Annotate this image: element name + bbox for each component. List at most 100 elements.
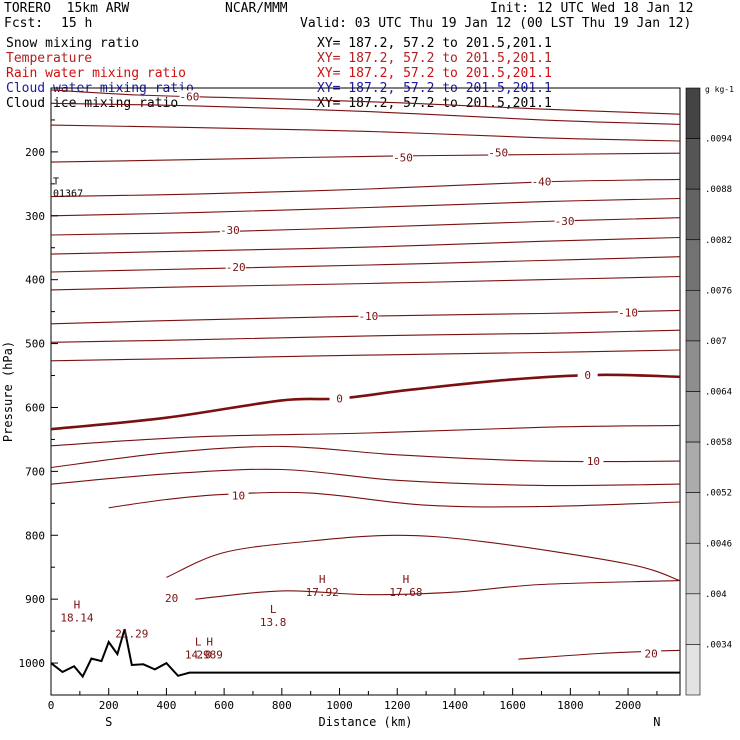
field-xy-rain: XY= 187.2, 57.2 to 201.5,201.1 (317, 66, 552, 81)
extremum-value-1: 17.92 (306, 586, 339, 599)
x-tick-label-6: 1200 (384, 699, 411, 712)
contour-label-15-0: 10 (587, 455, 600, 468)
contour-label-3-0: -50 (393, 152, 413, 165)
colorbar-label-3: .0076 (705, 286, 732, 296)
contour-label-13-0: 0 (336, 393, 343, 406)
contour-label-6-1: -30 (555, 215, 575, 228)
y-tick-label-3: 500 (25, 338, 45, 351)
colorbar-cell-7 (685, 441, 701, 493)
colorbar-unit: g kg-1 (705, 85, 734, 94)
colorbar-cell-4 (685, 290, 701, 342)
field-name-snow: Snow mixing ratio (6, 36, 140, 51)
colorbar-cell-8 (685, 492, 701, 544)
y-tick-label-4: 600 (25, 401, 45, 414)
extremum-value-0: 18.14 (60, 612, 93, 625)
colorbar-cell-0 (685, 87, 701, 139)
contour-label-0-0: -60 (180, 90, 200, 103)
field-xy-snow: XY= 187.2, 57.2 to 201.5,201.1 (317, 36, 552, 51)
extremum-marker-1: H (319, 573, 326, 586)
center-name: NCAR/MMM (225, 1, 288, 16)
extremum-value-4: 14.0 (185, 649, 212, 662)
colorbar-label-7: .0052 (705, 489, 732, 499)
temperature-contour-1 (50, 102, 681, 125)
temperature-contour-14 (50, 424, 681, 447)
colorbar-label-8: .0046 (705, 539, 732, 549)
x-tick-label-4: 800 (272, 699, 292, 712)
temperature-contour-13 (50, 373, 681, 431)
extremum-value-2: 17.68 (389, 586, 422, 599)
x-tick-label-5: 1000 (326, 699, 353, 712)
x-tick-label-0: 0 (48, 699, 55, 712)
temperature-contour-18 (166, 534, 681, 582)
y-tick-label-7: 900 (25, 593, 45, 606)
contour-label-bg-4-0 (531, 175, 552, 187)
temperature-contour-7 (50, 236, 681, 255)
contour-label-bg-13-0 (329, 392, 350, 404)
extremum-marker-5: H (206, 636, 213, 649)
contour-label-bg-0-0 (179, 90, 200, 102)
temperature-contour-4 (50, 178, 681, 198)
contour-label-bg-13-1 (577, 368, 598, 380)
contour-label-8-0: -20 (226, 261, 246, 274)
colorbar-label-1: .0088 (705, 185, 732, 195)
contour-label-bg-8-0 (225, 260, 246, 272)
y-axis-title: Pressure (hPa) (1, 341, 15, 442)
colorbar-cell-10 (685, 593, 701, 645)
contour-label-bg-17-0 (228, 489, 249, 501)
colorbar-cell-9 (685, 542, 701, 595)
contour-label-6-0: -30 (220, 224, 240, 237)
extremum-value-6: 21.29 (115, 628, 148, 641)
extremum-marker-4: L (195, 636, 202, 649)
contour-label-10-1: -10 (618, 306, 638, 319)
contour-label-bg-6-0 (219, 223, 240, 235)
x-tick-label-1: 200 (99, 699, 119, 712)
colorbar-cell-11 (685, 644, 701, 696)
colorbar-cell-3 (685, 239, 701, 291)
field-name-temperature: Temperature (6, 51, 93, 66)
colorbar-cell-5 (685, 340, 701, 392)
y-tick-label-2: 400 (25, 274, 45, 287)
temperature-contour-16 (50, 468, 681, 487)
y-tick-label-8: 1000 (19, 657, 46, 670)
colorbar-label-2: .0082 (705, 236, 732, 246)
temperature-contour-5 (50, 197, 681, 217)
contour-label-bg-10-0 (358, 310, 379, 322)
field-xy-cloud-ice: XY= 187.2, 57.2 to 201.5,201.1 (317, 96, 552, 111)
x-axis-title: Distance (km) (319, 715, 413, 729)
forecast-hour: 15 h (61, 16, 93, 31)
temperature-contour-8 (50, 256, 681, 273)
temperature-contour-15 (50, 445, 681, 469)
x-tick-label-7: 1400 (442, 699, 469, 712)
extremum-marker-3: L (270, 603, 277, 616)
colorbar-cell-2 (685, 188, 701, 241)
temperature-contour-6 (50, 217, 681, 236)
x-tick-label-8: 1600 (499, 699, 526, 712)
colorbar-label-0: .0094 (705, 135, 732, 145)
contour-label-bg-15-0 (583, 455, 604, 467)
colorbar-label-10: .0034 (705, 640, 732, 650)
y-tick-label-0: 200 (25, 146, 45, 159)
contour-label-3-1: -50 (488, 147, 508, 160)
contour-label-13-1: 0 (584, 369, 591, 382)
terrain-line (50, 628, 680, 679)
model-name: TORERO 15km ARW (4, 1, 130, 16)
colorbar-label-9: .004 (705, 590, 727, 600)
field-name-cloud-ice: Cloud ice mixing ratio (6, 96, 179, 111)
contour-label-20-0: 20 (645, 647, 658, 660)
init-time: Init: 12 UTC Wed 18 Jan 12 (490, 1, 694, 16)
south-label: S (105, 715, 112, 729)
contour-label-4-0: -40 (532, 175, 552, 188)
contour-label-bg-20-0 (641, 647, 662, 659)
extremum-value-3: 13.8 (260, 616, 287, 629)
forecast-label: Fcst: (4, 16, 44, 31)
colorbar-cell-1 (685, 138, 701, 190)
field-name-rain: Rain water mixing ratio (6, 66, 187, 81)
temperature-contour-2 (50, 124, 681, 142)
colorbar-label-4: .007 (705, 337, 727, 347)
temperature-contour-11 (50, 329, 681, 343)
x-tick-label-3: 600 (214, 699, 234, 712)
plot-frame (50, 87, 681, 696)
extremum-value-7: 20 (165, 592, 178, 605)
snow-marker-value: 01367 (53, 189, 83, 200)
snow-marker: T (53, 177, 59, 188)
